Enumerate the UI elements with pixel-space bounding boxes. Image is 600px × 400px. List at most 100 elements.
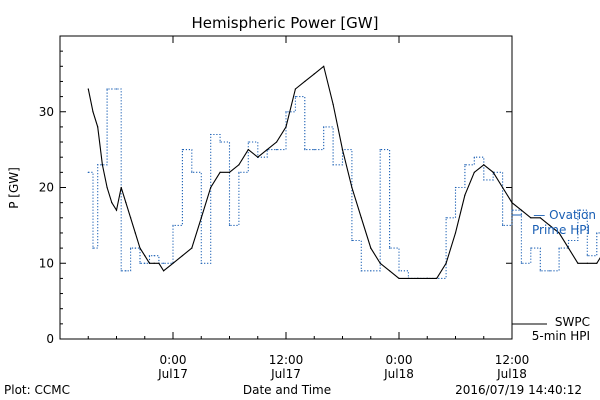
- x-tick-label-date: Jul17: [270, 367, 301, 381]
- data-point: [360, 270, 362, 272]
- data-point: [388, 247, 391, 249]
- data-point: [360, 217, 362, 219]
- data-point: [200, 262, 202, 264]
- data-point: [370, 270, 372, 272]
- data-point: [120, 270, 122, 272]
- x-axis: 0:00Jul1712:00Jul170:00Jul1812:00Jul180:…: [87, 36, 529, 381]
- data-point: [445, 262, 447, 264]
- data-point: [577, 209, 579, 211]
- data-point: [148, 255, 151, 257]
- data-point: [191, 171, 193, 173]
- data-point: [596, 232, 598, 234]
- data-point: [210, 186, 212, 189]
- data-point: [238, 171, 240, 173]
- data-point: [501, 186, 504, 189]
- data-point: [130, 217, 132, 219]
- x-tick-label-date: Jul18: [383, 367, 414, 381]
- data-point: [228, 224, 231, 226]
- data-point: [153, 255, 155, 257]
- y-axis-label: P [GW]: [7, 167, 21, 209]
- data-point: [483, 164, 485, 166]
- data-point: [115, 209, 118, 211]
- data-point: [341, 149, 344, 151]
- footer-timestamp: 2016/07/19 14:40:12: [455, 383, 582, 397]
- legend-ovation-line1: — Ovation: [533, 208, 596, 222]
- data-point: [134, 232, 136, 234]
- data-point: [539, 217, 541, 219]
- data-point: [445, 217, 447, 219]
- data-point: [426, 277, 428, 279]
- plot-frame: [59, 35, 513, 340]
- data-point: [539, 270, 541, 272]
- data-point: [304, 149, 306, 151]
- y-tick-label: 0: [46, 332, 54, 346]
- data-point: [294, 88, 297, 90]
- data-point: [257, 156, 259, 158]
- data-point: [586, 262, 588, 264]
- data-point: [275, 149, 278, 151]
- data-point: [97, 126, 99, 128]
- data-point: [106, 186, 108, 189]
- data-point: [473, 156, 475, 158]
- data-point: [219, 171, 221, 173]
- data-point: [111, 202, 113, 204]
- data-point: [210, 133, 212, 136]
- data-point: [379, 149, 381, 151]
- data-point: [87, 171, 89, 173]
- chart-title: Hemispheric Power [GW]: [192, 14, 379, 32]
- data-point: [511, 202, 513, 204]
- data-point: [567, 239, 570, 242]
- data-point: [130, 247, 132, 249]
- data-point: [313, 149, 315, 151]
- data-point: [275, 141, 278, 143]
- x-tick-label-date: Jul17: [157, 367, 188, 381]
- data-point: [148, 262, 151, 264]
- data-point: [520, 262, 523, 264]
- data-point: [125, 270, 127, 272]
- data-point: [323, 126, 325, 128]
- data-point: [567, 247, 570, 249]
- data-point: [101, 164, 103, 166]
- data-point: [332, 103, 334, 105]
- data-point: [398, 270, 400, 272]
- data-point: [162, 270, 165, 272]
- data-point: [247, 141, 249, 143]
- data-point: [172, 262, 174, 264]
- legend-ovation-line2: Prime HPI: [532, 223, 590, 237]
- data-point: [596, 262, 598, 264]
- data-point: [501, 224, 504, 226]
- data-point: [125, 202, 127, 204]
- series-line: [87, 65, 600, 279]
- data-point: [351, 186, 353, 189]
- data-point: [370, 247, 372, 249]
- data-point: [120, 186, 122, 189]
- data-point: [304, 80, 306, 83]
- data-point: [115, 88, 118, 90]
- data-point: [144, 262, 146, 264]
- x-axis-label: Date and Time: [243, 383, 331, 397]
- data-point: [407, 277, 410, 279]
- series-ovation-prime: [87, 88, 600, 279]
- data-point: [139, 247, 141, 249]
- data-point: [492, 171, 494, 173]
- data-point: [106, 88, 108, 90]
- data-point: [158, 262, 160, 264]
- data-point: [417, 277, 419, 279]
- data-point: [351, 239, 353, 242]
- series-line: [88, 88, 600, 279]
- data-point: [92, 247, 94, 249]
- y-tick-label: 10: [39, 256, 54, 270]
- data-point: [247, 149, 249, 151]
- data-point: [87, 88, 89, 90]
- data-point: [228, 171, 231, 173]
- x-tick-label-date: Jul18: [496, 367, 527, 381]
- data-point: [379, 262, 381, 264]
- data-point: [483, 179, 485, 181]
- x-tick-label-time: 0:00: [160, 353, 187, 367]
- data-point: [200, 217, 202, 219]
- footer-credit: Plot: CCMC: [4, 383, 70, 397]
- data-point: [313, 73, 315, 75]
- data-point: [332, 164, 334, 166]
- data-point: [464, 164, 466, 166]
